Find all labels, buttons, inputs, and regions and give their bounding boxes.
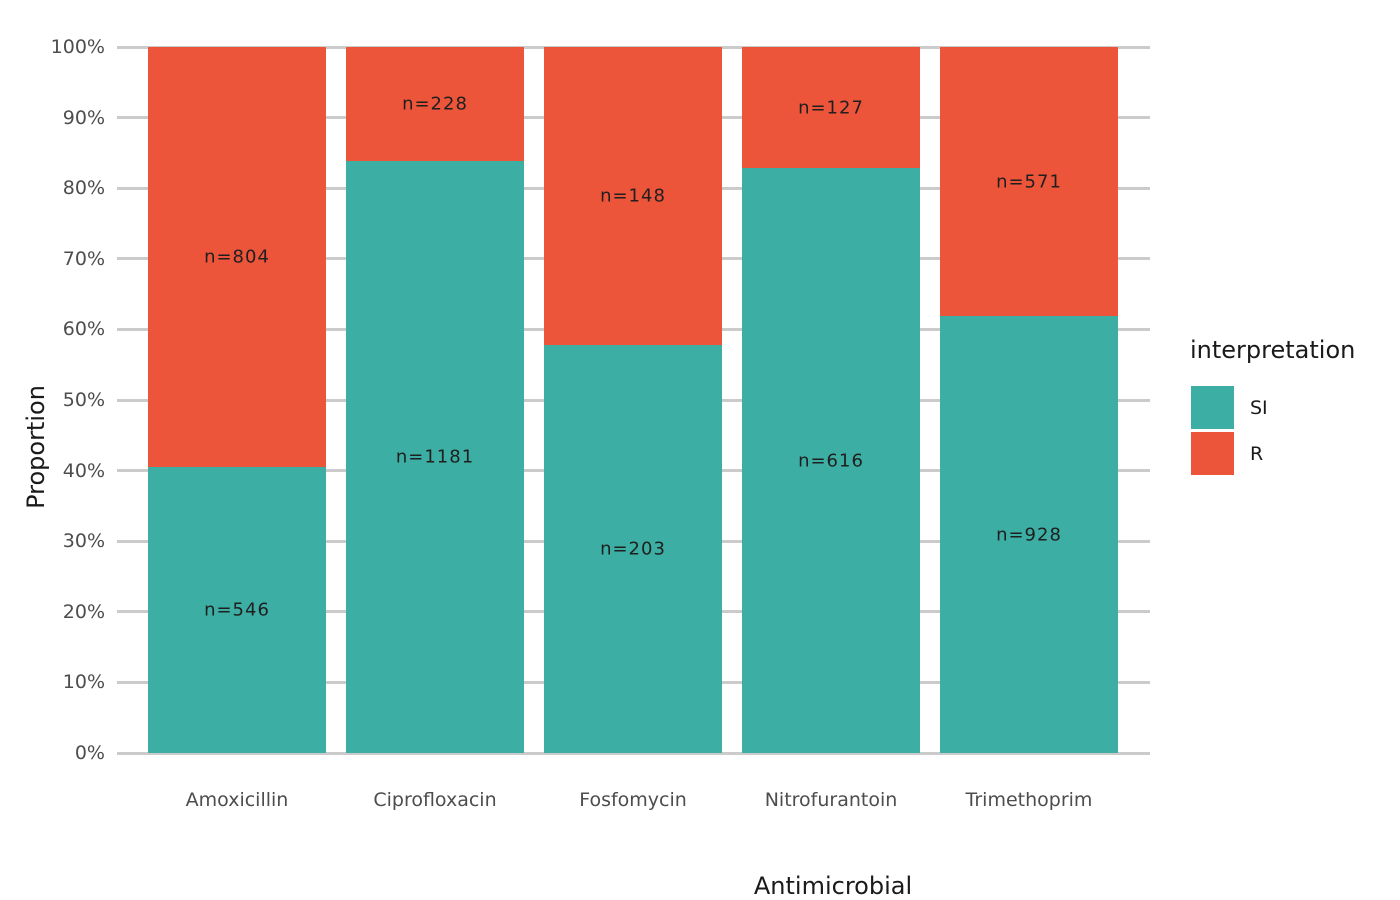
x-tick-label-amoxicillin: Amoxicillin	[185, 789, 289, 811]
y-tick-label: 0%	[74, 742, 105, 764]
legend-item-si: SI	[1190, 386, 1390, 429]
count-label-si: n=203	[600, 538, 666, 560]
y-tick-label: 20%	[62, 600, 105, 623]
x-tick-label-fosfomycin: Fosfomycin	[579, 789, 687, 811]
count-label-r: n=228	[402, 93, 468, 115]
count-label-si: n=928	[996, 524, 1062, 545]
legend-title: interpretation	[1190, 336, 1356, 364]
x-tick-label-ciprofloxacin: Ciprofloxacin	[373, 789, 497, 811]
segment-si	[940, 316, 1118, 753]
count-label-si: n=616	[798, 450, 864, 471]
segment-r	[148, 47, 326, 467]
segment-si	[148, 467, 326, 753]
bar-ciprofloxacin: n=228 n=1181	[346, 47, 524, 753]
x-tick-label-trimethoprim: Trimethoprim	[965, 789, 1093, 811]
plot-panel: Proportion Antimicrobial 0% 10% 20% 30% 40% 5…	[22, 36, 1150, 900]
count-label-r: n=804	[204, 246, 270, 268]
gridline-0%	[117, 751, 1150, 755]
count-label-si: n=546	[204, 599, 270, 621]
bar-nitrofurantoin: n=127 n=616	[742, 47, 920, 753]
legend-swatch-si-icon	[1191, 386, 1234, 429]
segment-r	[544, 47, 722, 345]
y-tick-label: 10%	[62, 671, 105, 694]
segment-si	[346, 161, 524, 753]
legend-label-r: R	[1250, 442, 1264, 465]
segment-r	[742, 47, 920, 168]
count-label-si: n=1181	[395, 446, 475, 468]
segment-r	[940, 47, 1118, 316]
stacked-bar-chart: Proportion Antimicrobial 0% 10% 20% 30% 40% 5…	[22, 36, 1390, 900]
count-label-r: n=571	[996, 171, 1062, 192]
bar-amoxicillin: n=804 n=546	[148, 47, 326, 753]
y-tick-label: 40%	[62, 459, 105, 482]
y-tick-label: 50%	[62, 389, 105, 411]
legend: interpretation SI R	[1190, 336, 1390, 478]
y-tick-label: 80%	[62, 177, 105, 200]
y-tick-label: 60%	[62, 318, 105, 341]
segment-si	[544, 345, 722, 753]
x-tick-label-nitrofurantoin: Nitrofurantoin	[764, 789, 898, 811]
legend-label-si: SI	[1250, 396, 1268, 419]
legend-item-r: R	[1190, 432, 1390, 475]
legend-swatch-r-icon	[1191, 432, 1234, 475]
y-tick-label: 100%	[50, 36, 105, 58]
count-label-r: n=127	[798, 97, 864, 118]
x-axis-title: Antimicrobial	[753, 872, 913, 900]
segment-si	[742, 168, 920, 753]
bar-trimethoprim: n=571 n=928	[940, 47, 1118, 753]
y-tick-label: 30%	[62, 530, 105, 553]
segment-r	[346, 47, 524, 161]
y-tick-label: 90%	[62, 106, 105, 129]
y-tick-label: 70%	[62, 247, 105, 270]
bar-fosfomycin: n=148 n=203	[544, 47, 722, 753]
count-label-r: n=148	[600, 185, 666, 207]
